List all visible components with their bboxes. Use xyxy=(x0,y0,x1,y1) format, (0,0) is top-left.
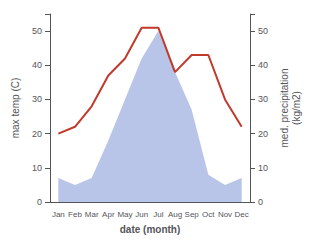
svg-text:Feb: Feb xyxy=(68,210,82,219)
svg-text:(kg/m2): (kg/m2) xyxy=(291,91,302,125)
svg-text:10: 10 xyxy=(258,163,268,173)
svg-text:med. precipitation: med. precipitation xyxy=(279,69,290,148)
svg-text:date (month): date (month) xyxy=(120,224,181,235)
svg-text:0: 0 xyxy=(258,197,263,207)
svg-text:May: May xyxy=(117,210,132,219)
svg-text:0: 0 xyxy=(37,197,42,207)
svg-text:Jan: Jan xyxy=(52,210,65,219)
svg-text:10: 10 xyxy=(32,163,42,173)
svg-text:20: 20 xyxy=(32,129,42,139)
svg-text:40: 40 xyxy=(258,60,268,70)
svg-text:max temp (C): max temp (C) xyxy=(10,78,21,139)
svg-text:Oct: Oct xyxy=(202,210,215,219)
svg-text:50: 50 xyxy=(258,26,268,36)
svg-text:Mar: Mar xyxy=(85,210,99,219)
svg-text:Aug: Aug xyxy=(168,210,182,219)
svg-text:Sep: Sep xyxy=(185,210,200,219)
svg-text:Dec: Dec xyxy=(235,210,249,219)
svg-text:20: 20 xyxy=(258,129,268,139)
svg-text:40: 40 xyxy=(32,60,42,70)
svg-text:30: 30 xyxy=(32,94,42,104)
svg-text:Nov: Nov xyxy=(218,210,232,219)
svg-text:Jul: Jul xyxy=(153,210,163,219)
svg-text:Apr: Apr xyxy=(102,210,115,219)
svg-text:50: 50 xyxy=(32,26,42,36)
svg-text:30: 30 xyxy=(258,94,268,104)
svg-text:Jun: Jun xyxy=(135,210,148,219)
